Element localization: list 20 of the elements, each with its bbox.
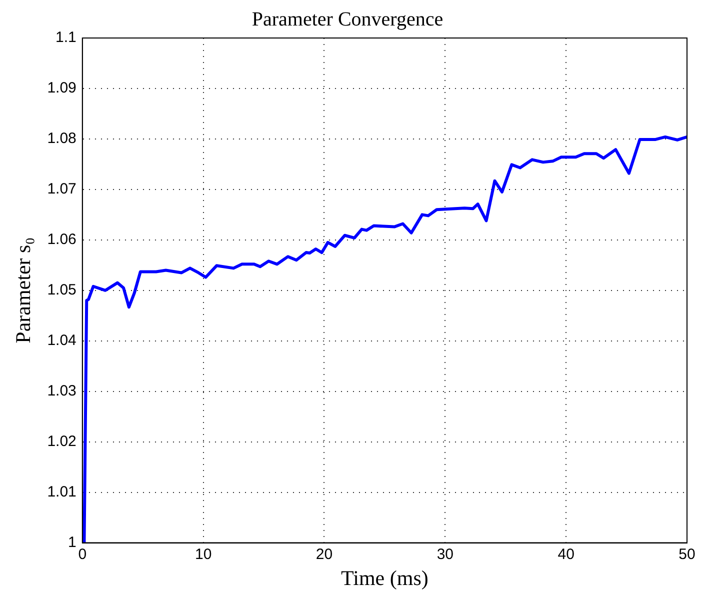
chart-title: Parameter Convergence bbox=[252, 8, 444, 30]
y-tick-label: 1.06 bbox=[47, 231, 76, 248]
y-tick-label: 1.08 bbox=[47, 130, 76, 148]
y-tick-label: 1.1 bbox=[56, 29, 76, 46]
y-tick-label: 1.09 bbox=[47, 80, 76, 97]
x-tick-label: 20 bbox=[316, 546, 333, 563]
y-tick-label: 1.01 bbox=[47, 483, 76, 500]
y-tick-label: 1.05 bbox=[47, 282, 76, 299]
y-tick-label: 1.04 bbox=[47, 332, 76, 350]
x-tick-label: 50 bbox=[678, 546, 696, 563]
x-tick-label: 30 bbox=[436, 546, 454, 563]
y-tick-label: 1.07 bbox=[47, 180, 76, 198]
x-tick-label: 0 bbox=[78, 546, 87, 563]
x-tick-label: 40 bbox=[558, 546, 574, 563]
y-tick-label: 1 bbox=[68, 534, 76, 551]
y-axis-title: Parameter s₀ bbox=[11, 237, 36, 344]
x-tick-label: 10 bbox=[194, 546, 212, 563]
y-tick-label: 1.03 bbox=[47, 382, 76, 400]
y-tick-label: 1.02 bbox=[47, 432, 76, 450]
x-axis-title: Time (ms) bbox=[341, 566, 428, 590]
